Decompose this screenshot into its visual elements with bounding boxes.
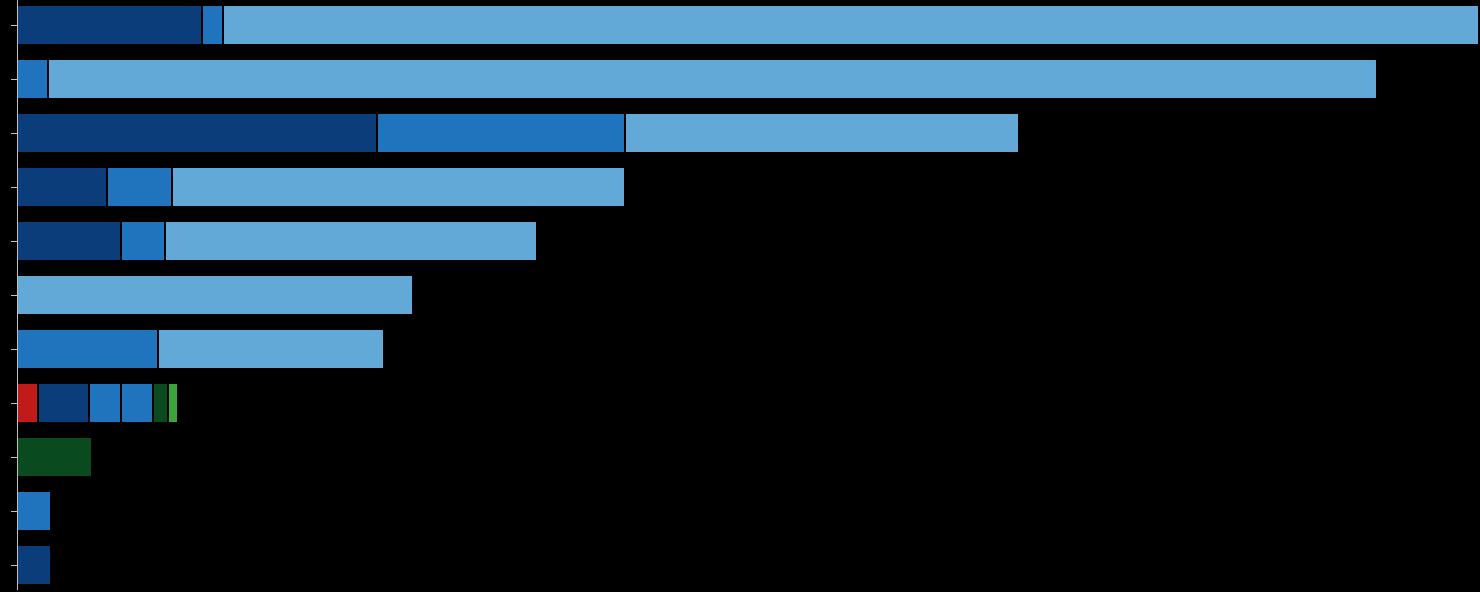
bar-segment — [90, 384, 120, 422]
y-tick — [11, 241, 17, 242]
bar-segment — [224, 6, 1478, 44]
stacked-bar-chart — [0, 0, 1480, 592]
y-tick — [11, 295, 17, 296]
y-tick — [11, 79, 17, 80]
bar-segment — [18, 60, 47, 98]
bar-segment — [122, 222, 164, 260]
bar-segment — [18, 114, 376, 152]
bar-segment — [108, 168, 172, 206]
y-tick — [11, 133, 17, 134]
bar-segment — [166, 222, 536, 260]
bar-segment — [18, 6, 201, 44]
y-tick — [11, 403, 17, 404]
bar-segment — [18, 438, 91, 476]
bar-segment — [159, 330, 383, 368]
bar-segment — [18, 222, 120, 260]
y-tick — [11, 25, 17, 26]
bar-segment — [18, 276, 412, 314]
bar-segment — [18, 492, 50, 530]
y-tick — [11, 511, 17, 512]
bar-segment — [39, 384, 88, 422]
bar-segment — [18, 546, 50, 584]
bar-segment — [154, 384, 167, 422]
y-tick — [11, 349, 17, 350]
bar-segment — [18, 168, 106, 206]
bar-segment — [173, 168, 624, 206]
y-tick — [11, 565, 17, 566]
bar-segment — [169, 384, 177, 422]
bar-segment — [49, 60, 1376, 98]
bar-segment — [18, 384, 37, 422]
bar-segment — [203, 6, 223, 44]
y-tick — [11, 187, 17, 188]
bar-segment — [122, 384, 152, 422]
bar-segment — [626, 114, 1018, 152]
y-tick — [11, 457, 17, 458]
bar-segment — [18, 330, 157, 368]
bar-segment — [378, 114, 624, 152]
